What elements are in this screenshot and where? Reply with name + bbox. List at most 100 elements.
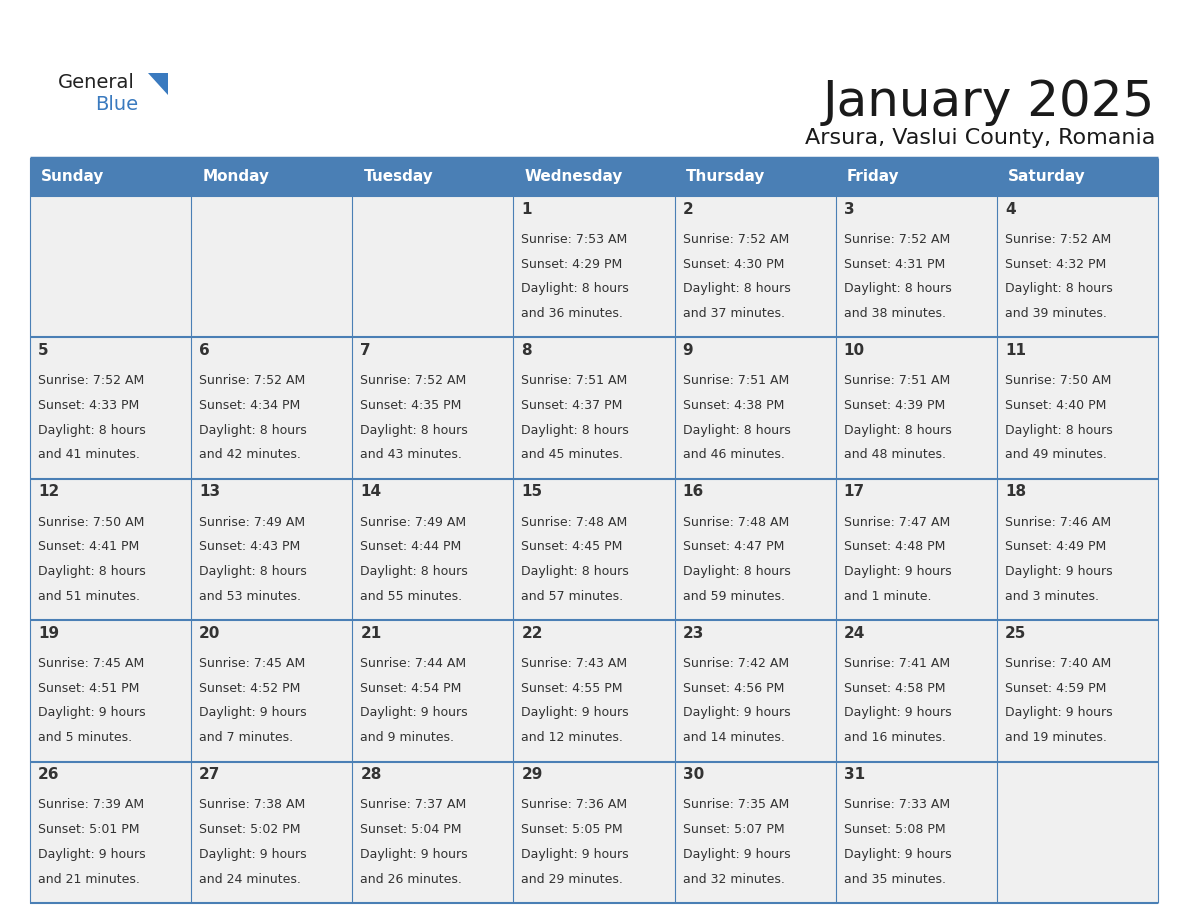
Text: Sunrise: 7:52 AM: Sunrise: 7:52 AM (683, 233, 789, 246)
Bar (30, 762, 191, 903)
Text: 27: 27 (200, 767, 221, 782)
Bar (997, 196, 1158, 338)
Text: Sunset: 4:38 PM: Sunset: 4:38 PM (683, 399, 784, 412)
Text: Thursday: Thursday (685, 170, 765, 185)
Text: General: General (58, 73, 135, 92)
Text: 19: 19 (38, 626, 59, 641)
Text: and 14 minutes.: and 14 minutes. (683, 732, 784, 744)
Text: Daylight: 9 hours: Daylight: 9 hours (843, 565, 952, 578)
Text: Daylight: 8 hours: Daylight: 8 hours (522, 423, 630, 437)
Bar (513, 479, 675, 621)
Text: Tuesday: Tuesday (364, 170, 434, 185)
Text: Sunrise: 7:49 AM: Sunrise: 7:49 AM (360, 516, 467, 529)
Text: 6: 6 (200, 343, 210, 358)
Text: Sunset: 4:47 PM: Sunset: 4:47 PM (683, 541, 784, 554)
Text: and 46 minutes.: and 46 minutes. (683, 448, 784, 462)
Text: Daylight: 8 hours: Daylight: 8 hours (38, 423, 146, 437)
Text: Daylight: 9 hours: Daylight: 9 hours (683, 707, 790, 720)
Text: Sunrise: 7:38 AM: Sunrise: 7:38 AM (200, 799, 305, 812)
Text: and 24 minutes.: and 24 minutes. (200, 873, 301, 886)
Text: Daylight: 8 hours: Daylight: 8 hours (843, 282, 952, 296)
Text: Daylight: 9 hours: Daylight: 9 hours (38, 848, 146, 861)
Text: Sunset: 4:45 PM: Sunset: 4:45 PM (522, 541, 623, 554)
Text: Sunset: 4:54 PM: Sunset: 4:54 PM (360, 682, 462, 695)
Bar (353, 762, 513, 903)
Text: Daylight: 8 hours: Daylight: 8 hours (200, 423, 307, 437)
Text: Sunset: 4:31 PM: Sunset: 4:31 PM (843, 258, 944, 271)
Text: Daylight: 8 hours: Daylight: 8 hours (1005, 282, 1113, 296)
Text: 31: 31 (843, 767, 865, 782)
Text: Sunrise: 7:39 AM: Sunrise: 7:39 AM (38, 799, 144, 812)
Bar (997, 621, 1158, 762)
Text: Daylight: 9 hours: Daylight: 9 hours (360, 707, 468, 720)
Text: 25: 25 (1005, 626, 1026, 641)
Bar (353, 158, 513, 196)
Text: 3: 3 (843, 202, 854, 217)
Text: Sunset: 5:02 PM: Sunset: 5:02 PM (200, 823, 301, 836)
Text: and 5 minutes.: and 5 minutes. (38, 732, 132, 744)
Bar (675, 621, 835, 762)
Text: Daylight: 8 hours: Daylight: 8 hours (360, 423, 468, 437)
Text: Sunset: 5:01 PM: Sunset: 5:01 PM (38, 823, 139, 836)
Text: and 39 minutes.: and 39 minutes. (1005, 307, 1107, 320)
Text: and 43 minutes.: and 43 minutes. (360, 448, 462, 462)
Text: and 7 minutes.: and 7 minutes. (200, 732, 293, 744)
Text: and 26 minutes.: and 26 minutes. (360, 873, 462, 886)
Text: Sunset: 4:37 PM: Sunset: 4:37 PM (522, 399, 623, 412)
Text: and 53 minutes.: and 53 minutes. (200, 589, 302, 603)
Text: Sunset: 4:51 PM: Sunset: 4:51 PM (38, 682, 139, 695)
Text: 30: 30 (683, 767, 703, 782)
Text: 4: 4 (1005, 202, 1016, 217)
Bar (30, 338, 191, 479)
Text: Sunset: 4:56 PM: Sunset: 4:56 PM (683, 682, 784, 695)
Text: Sunrise: 7:40 AM: Sunrise: 7:40 AM (1005, 657, 1111, 670)
Text: 16: 16 (683, 485, 703, 499)
Text: and 55 minutes.: and 55 minutes. (360, 589, 462, 603)
Text: Daylight: 8 hours: Daylight: 8 hours (522, 565, 630, 578)
Text: 13: 13 (200, 485, 220, 499)
Text: 10: 10 (843, 343, 865, 358)
Text: Monday: Monday (202, 170, 270, 185)
Text: Daylight: 9 hours: Daylight: 9 hours (200, 848, 307, 861)
Text: Daylight: 8 hours: Daylight: 8 hours (200, 565, 307, 578)
Text: and 57 minutes.: and 57 minutes. (522, 589, 624, 603)
Text: Sunset: 5:04 PM: Sunset: 5:04 PM (360, 823, 462, 836)
Text: Sunset: 4:41 PM: Sunset: 4:41 PM (38, 541, 139, 554)
Text: Sunset: 5:05 PM: Sunset: 5:05 PM (522, 823, 624, 836)
Text: 24: 24 (843, 626, 865, 641)
Text: Daylight: 8 hours: Daylight: 8 hours (38, 565, 146, 578)
Text: Saturday: Saturday (1009, 170, 1086, 185)
Text: 12: 12 (38, 485, 59, 499)
Text: 7: 7 (360, 343, 371, 358)
Text: Sunrise: 7:51 AM: Sunrise: 7:51 AM (522, 375, 627, 387)
Bar (353, 621, 513, 762)
Bar (675, 338, 835, 479)
Bar (30, 479, 191, 621)
Text: and 21 minutes.: and 21 minutes. (38, 873, 140, 886)
Bar (513, 158, 675, 196)
Text: and 16 minutes.: and 16 minutes. (843, 732, 946, 744)
Text: Sunrise: 7:47 AM: Sunrise: 7:47 AM (843, 516, 950, 529)
Text: and 41 minutes.: and 41 minutes. (38, 448, 140, 462)
Bar (191, 762, 353, 903)
Text: Daylight: 8 hours: Daylight: 8 hours (683, 565, 790, 578)
Text: Sunrise: 7:52 AM: Sunrise: 7:52 AM (843, 233, 950, 246)
Bar (513, 196, 675, 338)
Text: and 32 minutes.: and 32 minutes. (683, 873, 784, 886)
Text: Daylight: 9 hours: Daylight: 9 hours (843, 848, 952, 861)
Text: Sunset: 4:40 PM: Sunset: 4:40 PM (1005, 399, 1106, 412)
Text: Sunrise: 7:52 AM: Sunrise: 7:52 AM (38, 375, 144, 387)
Bar (191, 621, 353, 762)
Text: 17: 17 (843, 485, 865, 499)
Text: Daylight: 9 hours: Daylight: 9 hours (38, 707, 146, 720)
Text: and 35 minutes.: and 35 minutes. (843, 873, 946, 886)
Bar (675, 196, 835, 338)
Bar (513, 338, 675, 479)
Text: Sunrise: 7:43 AM: Sunrise: 7:43 AM (522, 657, 627, 670)
Bar (675, 762, 835, 903)
Text: Sunrise: 7:46 AM: Sunrise: 7:46 AM (1005, 516, 1111, 529)
Text: Sunrise: 7:45 AM: Sunrise: 7:45 AM (200, 657, 305, 670)
Text: Friday: Friday (847, 170, 899, 185)
Bar (191, 338, 353, 479)
Text: Sunday: Sunday (42, 170, 105, 185)
